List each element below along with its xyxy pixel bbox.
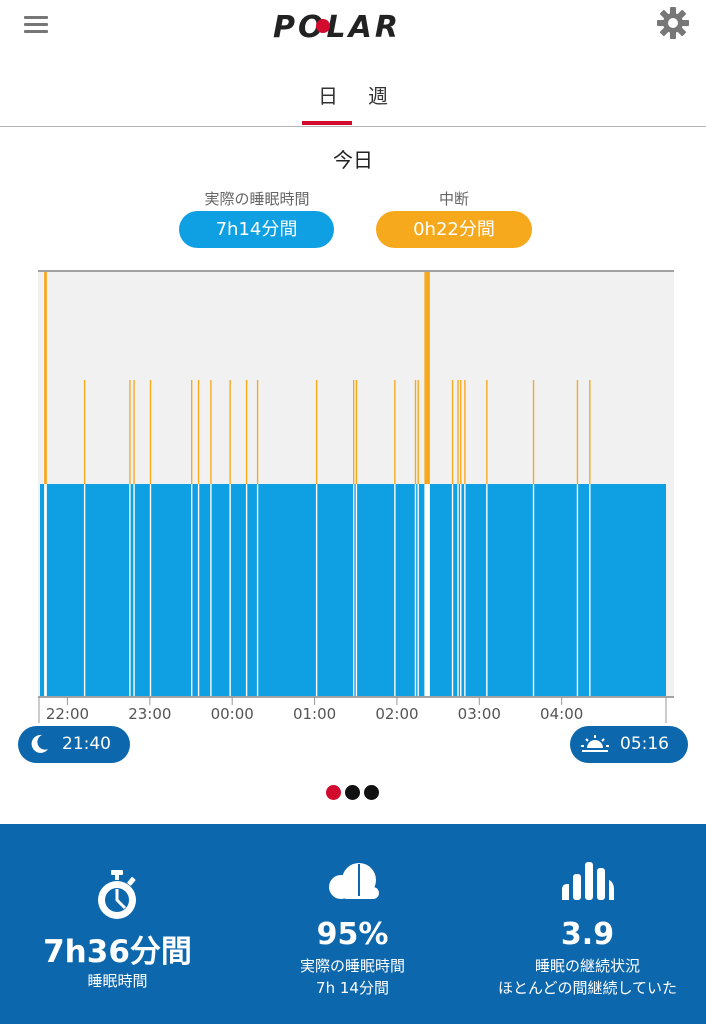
continuity-label: 睡眠の継続状況	[534, 957, 640, 975]
sleep-gap-10	[245, 484, 248, 696]
sleep-gap-1	[44, 484, 47, 696]
interruption-bar-12	[315, 380, 318, 484]
sleep-gap-26	[589, 484, 591, 696]
actual-sleep-stat-label: 実際の睡眠時間	[299, 957, 405, 975]
active-tab-indicator	[302, 121, 352, 125]
interruption-bar-21	[460, 380, 462, 484]
sleep-gap-11	[256, 484, 259, 696]
interruption-bar-3	[129, 380, 131, 484]
actual-sleep-pill: 7h14分間	[179, 211, 334, 248]
date-title: 今日	[333, 148, 373, 172]
sleep-gap-20	[457, 484, 459, 696]
interruption-bar-14	[355, 380, 358, 484]
sleep-gap-22	[464, 484, 466, 696]
actual-sleep-stat-sub: 7h 14分間	[316, 979, 389, 997]
sleep-gap-2	[83, 484, 86, 696]
x-tick-label-4: 01:00	[293, 705, 336, 723]
interruption-bar-18	[424, 272, 430, 484]
sleep-end-pill: 05:16	[570, 726, 688, 763]
interruption-bar-1	[44, 272, 47, 484]
sleep-gap-6	[191, 484, 193, 696]
interruption-bar-9	[229, 380, 231, 484]
sleep-gap-19	[451, 484, 454, 696]
actual-sleep-label: 実際の睡眠時間	[204, 190, 310, 208]
page-dot-2[interactable]	[345, 785, 360, 800]
continuity-sub: ほとんどの間継続していた	[497, 979, 678, 997]
interruption-bar-6	[191, 380, 193, 484]
sleep-gap-17	[417, 484, 419, 696]
page-dot-1[interactable]	[326, 785, 341, 800]
interruption-bar-15	[394, 380, 396, 484]
actual-sleep-percent: 95%	[316, 917, 389, 952]
menu-icon[interactable]	[22, 12, 52, 36]
interruption-bar-26	[589, 380, 591, 484]
sleep-start-time: 21:40	[62, 734, 111, 754]
sleep-gap-4	[133, 484, 135, 696]
interruption-bar-24	[532, 380, 535, 484]
gear-icon[interactable]	[656, 6, 690, 40]
interruption-bar-17	[417, 380, 419, 484]
interruption-bar-25	[576, 380, 579, 484]
sunrise-icon	[581, 735, 609, 752]
x-tick-label-6: 03:00	[458, 705, 501, 723]
page-indicator[interactable]	[326, 785, 386, 801]
interruption-bar-5	[149, 380, 152, 484]
sleep-gap-14	[355, 484, 358, 696]
sleep-end-time: 05:16	[620, 734, 669, 754]
interruption-bar-10	[245, 380, 248, 484]
sleep-gap-12	[315, 484, 318, 696]
sleep-gap-13	[353, 484, 355, 696]
sleep-chart: 22:00 23:00 00:00 01:00 02:00 03:00 04:00	[38, 270, 674, 723]
continuity-value: 3.9	[560, 917, 615, 952]
sleep-gap-5	[149, 484, 152, 696]
interruption-bar-16	[414, 380, 417, 484]
interruption-bar-23	[486, 380, 488, 484]
x-tick-label-2: 23:00	[128, 705, 171, 723]
sleep-gap-15	[394, 484, 396, 696]
interruption-bar-20	[457, 380, 459, 484]
sleep-gap-9	[229, 484, 231, 696]
logo-red-dot	[316, 19, 330, 33]
interruption-bar-7	[197, 380, 200, 484]
x-tick-label-3: 00:00	[211, 705, 254, 723]
tab-week[interactable]: 週	[368, 84, 388, 108]
sleep-summary-panel: 7h36分間 睡眠時間 95% 実際の睡眠時間 7h 14分間 3.9 睡眠の継…	[0, 824, 706, 1024]
page-dot-3[interactable]	[364, 785, 379, 800]
sleep-time-label: 睡眠時間	[87, 972, 148, 990]
sleep-gap-8	[210, 484, 212, 696]
brand-text: POLAR	[273, 10, 401, 45]
polar-logo: POLAR	[273, 10, 401, 45]
sleep-gap-3	[129, 484, 131, 696]
sleep-gap-21	[460, 484, 462, 696]
sleep-gap-24	[532, 484, 535, 696]
sleep-gap-23	[486, 484, 488, 696]
interruption-bar-13	[353, 380, 355, 484]
interruption-bar-22	[464, 380, 466, 484]
tab-day[interactable]: 日	[318, 84, 338, 108]
interruption-pill: 0h22分間	[376, 211, 532, 248]
interruption-bar-11	[256, 380, 259, 484]
sleep-gap-18	[424, 484, 430, 696]
app-header: POLAR	[0, 0, 706, 56]
interruption-bar-2	[83, 380, 86, 484]
sleep-start-pill: 21:40	[18, 726, 130, 763]
sleep-gap-7	[197, 484, 200, 696]
period-tabs: 日 週	[0, 60, 706, 127]
interruption-bar-8	[210, 380, 212, 484]
x-tick-label-1: 22:00	[46, 705, 89, 723]
stopwatch-icon	[98, 870, 136, 919]
sleep-gap-25	[576, 484, 579, 696]
sleep-gap-16	[414, 484, 417, 696]
x-tick-label-7: 04:00	[540, 705, 583, 723]
interruption-label: 中断	[438, 190, 469, 208]
x-tick-label-5: 02:00	[375, 705, 418, 723]
interruption-bar-19	[451, 380, 454, 484]
moon-icon	[31, 734, 48, 753]
cloud-icon	[329, 863, 379, 899]
sleep-time-value: 7h36分間	[43, 934, 192, 970]
interruption-bar-4	[133, 380, 135, 484]
continuity-icon	[562, 862, 614, 900]
